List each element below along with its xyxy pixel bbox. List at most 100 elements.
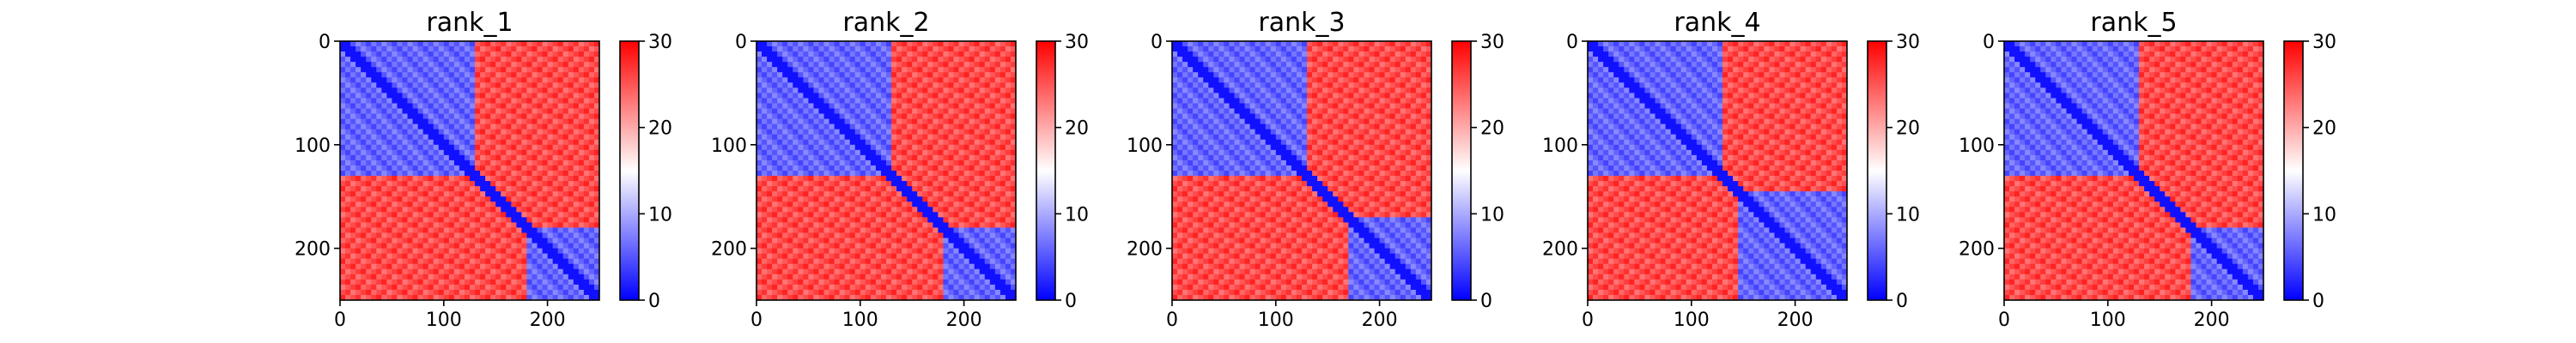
heatmap-cell: [762, 144, 768, 151]
heatmap-cell: [902, 57, 908, 63]
heatmap-cell: [480, 165, 486, 172]
heatmap-cell: [865, 181, 872, 187]
heatmap-cell: [464, 144, 471, 151]
heatmap-cell: [381, 222, 387, 228]
heatmap-cell: [813, 159, 819, 166]
heatmap-cell: [829, 82, 835, 88]
heatmap-cell: [808, 274, 814, 280]
heatmap-cell: [808, 77, 814, 83]
heatmap-cell: [958, 41, 964, 47]
heatmap-cell: [376, 284, 382, 291]
heatmap-cell: [787, 72, 793, 78]
heatmap-cell: [839, 165, 846, 172]
heatmap-cell: [839, 207, 846, 213]
heatmap-cell: [366, 87, 372, 93]
heatmap-cell: [1005, 144, 1012, 151]
heatmap-cell: [1005, 232, 1012, 238]
heatmap-cell: [902, 227, 908, 233]
heatmap-cell: [593, 139, 600, 146]
heatmap-cell: [984, 98, 991, 104]
heatmap-cell: [376, 248, 382, 255]
heatmap-cell: [803, 202, 809, 208]
heatmap-cell: [948, 149, 954, 156]
heatmap-cell: [417, 46, 424, 52]
heatmap-cell: [397, 284, 403, 291]
heatmap-cell: [345, 51, 351, 57]
heatmap-cell: [506, 263, 512, 270]
heatmap-cell: [490, 93, 496, 99]
heatmap-cell: [907, 243, 913, 249]
heatmap-cell: [433, 258, 440, 265]
heatmap-cell: [537, 289, 543, 296]
heatmap-cell: [917, 41, 923, 47]
heatmap-cell: [767, 41, 773, 47]
heatmap-cell: [969, 154, 975, 161]
heatmap-cell: [475, 243, 481, 249]
heatmap-cell: [433, 186, 440, 192]
heatmap-cell: [813, 171, 819, 177]
heatmap-cell: [865, 129, 872, 135]
heatmap-cell: [578, 82, 585, 88]
heatmap-cell: [495, 181, 501, 187]
heatmap-cell: [345, 191, 351, 197]
heatmap-cell: [371, 176, 377, 182]
heatmap-cell: [803, 212, 809, 218]
heatmap-cell: [459, 222, 465, 228]
heatmap-cell: [933, 77, 939, 83]
heatmap-cell: [417, 134, 424, 141]
heatmap-cell: [984, 93, 991, 99]
heatmap-cell: [448, 263, 455, 270]
heatmap-cell: [386, 253, 392, 260]
heatmap-cell: [912, 139, 918, 146]
heatmap-cell: [798, 57, 804, 63]
heatmap-cell: [870, 77, 877, 83]
heatmap-cell: [417, 202, 424, 208]
heatmap-cell: [958, 46, 964, 52]
heatmap-cell: [506, 202, 512, 208]
heatmap-cell: [808, 46, 814, 52]
heatmap-cell: [849, 62, 856, 68]
heatmap-cell: [417, 72, 424, 78]
heatmap-cell: [381, 238, 387, 244]
heatmap-cell: [459, 57, 465, 63]
heatmap-cell: [803, 93, 809, 99]
heatmap-cell: [573, 284, 580, 291]
heatmap-cell: [953, 82, 959, 88]
heatmap-cell: [756, 181, 762, 187]
heatmap-cell: [532, 139, 538, 146]
heatmap-cell: [521, 139, 527, 146]
heatmap-cell: [948, 77, 954, 83]
heatmap-cell: [886, 165, 892, 172]
heatmap-cell: [813, 212, 819, 218]
heatmap-cell: [756, 207, 762, 213]
heatmap-cell: [578, 165, 585, 172]
heatmap-cell: [366, 41, 372, 47]
heatmap-cell: [583, 243, 590, 249]
heatmap-cell: [1005, 159, 1012, 166]
heatmap-cell: [999, 67, 1006, 73]
heatmap-cell: [943, 72, 949, 78]
heatmap-cell: [366, 274, 372, 280]
heatmap-cell: [350, 134, 356, 141]
heatmap-cell: [999, 87, 1006, 93]
heatmap-cell: [475, 222, 481, 228]
heatmap-cell: [537, 129, 543, 135]
heatmap-cell: [891, 263, 897, 270]
heatmap-cell: [829, 217, 835, 223]
heatmap-cell: [772, 196, 778, 202]
heatmap-cell: [994, 139, 1001, 146]
heatmap-cell: [407, 212, 413, 218]
heatmap-cell: [588, 212, 595, 218]
heatmap-cell: [958, 186, 964, 192]
heatmap-cell: [485, 77, 491, 83]
heatmap-cell: [485, 154, 491, 161]
heatmap-cell: [829, 113, 835, 119]
heatmap-cell: [979, 108, 986, 114]
heatmap-cell: [818, 72, 824, 78]
heatmap-cell: [521, 165, 527, 172]
heatmap-cell: [886, 238, 892, 244]
heatmap-cell: [844, 134, 851, 141]
heatmap-cell: [386, 77, 392, 83]
heatmap-cell: [371, 171, 377, 177]
heatmap-cell: [542, 154, 548, 161]
